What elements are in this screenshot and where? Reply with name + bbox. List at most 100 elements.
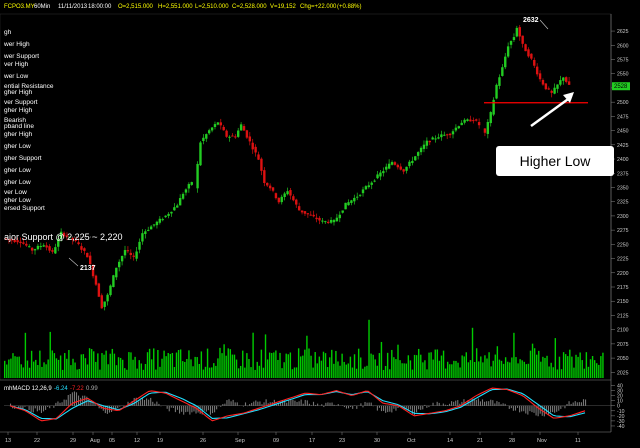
- candle-body: [382, 171, 385, 174]
- price-tick-label: 2275: [617, 228, 629, 234]
- volume-bar: [422, 362, 424, 378]
- price-tick-label: 2300: [617, 214, 629, 220]
- macd-histogram-bar: [156, 401, 158, 406]
- macd-histogram-bar: [446, 405, 449, 406]
- volume-bar: [161, 358, 163, 378]
- candle-body: [97, 283, 101, 297]
- volume-bar: [225, 355, 227, 378]
- volume-bar: [99, 369, 101, 378]
- candle-body: [457, 126, 460, 129]
- volume-bar: [372, 354, 374, 378]
- macd-histogram-bar: [368, 402, 370, 406]
- candlesticks: [4, 24, 571, 311]
- volume-bar: [119, 357, 122, 378]
- candle-body: [326, 221, 330, 223]
- candle-body: [88, 255, 92, 265]
- left-annotation-label: wer Low: [3, 73, 29, 80]
- candle-body: [109, 285, 112, 296]
- price-tick-label: 2350: [617, 185, 629, 191]
- candle-body: [71, 237, 74, 240]
- x-tick-label: 09: [273, 438, 279, 444]
- x-tick-label: 26: [200, 438, 206, 444]
- volume-bar: [204, 366, 207, 378]
- header-open: O=2,515.000: [118, 4, 154, 10]
- volume-bar: [500, 360, 503, 378]
- macd-histogram-bar: [393, 405, 395, 409]
- volume-bar: [451, 364, 453, 378]
- left-annotation-label: wer Support: [3, 53, 39, 60]
- macd-histogram-bar: [176, 405, 179, 410]
- macd-histogram-bar: [234, 402, 236, 406]
- volume-bar: [577, 356, 579, 378]
- volume-bar: [496, 346, 499, 378]
- volume-bar: [202, 369, 205, 378]
- candle-body: [59, 231, 63, 239]
- macd-histogram-bar: [94, 403, 96, 406]
- macd-histogram-bar: [383, 405, 385, 411]
- price-tick-label: 2450: [617, 129, 629, 135]
- price-tick-label: 2125: [617, 313, 629, 319]
- header-change-pct: (+0.88%): [337, 4, 362, 10]
- macd-histogram-bar: [570, 403, 572, 406]
- macd-histogram-bar: [154, 403, 156, 406]
- price-tick-label: 2225: [617, 257, 629, 263]
- macd-histogram-bar: [514, 405, 517, 411]
- volume-bar: [291, 369, 294, 378]
- macd-histogram-bar: [18, 405, 20, 409]
- macd-histogram-bar: [547, 405, 550, 416]
- candle-body: [425, 140, 429, 146]
- volume-bar: [328, 357, 331, 378]
- volume-bar: [297, 348, 300, 378]
- volume-bar: [150, 359, 153, 378]
- macd-histogram-bar: [143, 399, 146, 406]
- volume-bar: [146, 352, 149, 378]
- x-tick-label: 22: [34, 438, 40, 444]
- volume-bar: [349, 356, 352, 378]
- candle-body: [123, 250, 127, 256]
- volume-bar: [581, 360, 583, 378]
- macd-histogram-bar: [416, 405, 418, 413]
- macd-histogram-bar: [580, 402, 582, 406]
- volume-bar: [490, 366, 492, 378]
- volume-bar: [378, 353, 381, 378]
- volume-bar: [248, 359, 250, 378]
- macd-histogram-bar: [352, 405, 354, 409]
- candle-body: [225, 130, 228, 137]
- macd-histogram-bar: [251, 402, 253, 406]
- volume-bar: [206, 348, 209, 378]
- volume-bar: [389, 369, 391, 378]
- candle-body: [408, 161, 411, 167]
- macd-histogram-bar: [104, 405, 106, 414]
- candle-body: [512, 37, 516, 41]
- volume-bar: [275, 350, 277, 378]
- price-tick-label: 2175: [617, 285, 629, 291]
- volume-bar: [256, 361, 258, 378]
- volume-bar: [109, 353, 111, 378]
- candle-body: [475, 119, 478, 121]
- volume-bar: [368, 319, 370, 378]
- candle-body: [303, 211, 307, 214]
- volume-bar: [134, 356, 136, 378]
- volume-bar: [413, 354, 416, 378]
- macd-histogram-bar: [38, 405, 40, 411]
- volume-bar: [585, 352, 588, 378]
- macd-histogram-bar: [521, 405, 523, 412]
- volume-bar: [517, 363, 519, 378]
- volume-bar: [335, 350, 337, 378]
- macd-histogram-bar: [168, 405, 170, 412]
- volume-bar: [171, 352, 174, 378]
- candle-body: [216, 122, 220, 125]
- volume-bar: [61, 369, 64, 378]
- volume-bar: [237, 368, 240, 378]
- volume-bar: [49, 331, 51, 378]
- candle-body: [370, 182, 373, 185]
- macd-histogram-bar: [582, 399, 585, 406]
- volume-bar: [190, 359, 192, 378]
- macd-histogram-bar: [298, 401, 300, 406]
- macd-histogram-bar: [529, 405, 531, 412]
- macd-histogram-bar: [442, 403, 444, 406]
- macd-histogram-bar: [187, 405, 189, 412]
- macd-histogram-bar: [453, 401, 455, 406]
- volume-bar: [277, 359, 279, 378]
- volume-bar: [101, 353, 103, 378]
